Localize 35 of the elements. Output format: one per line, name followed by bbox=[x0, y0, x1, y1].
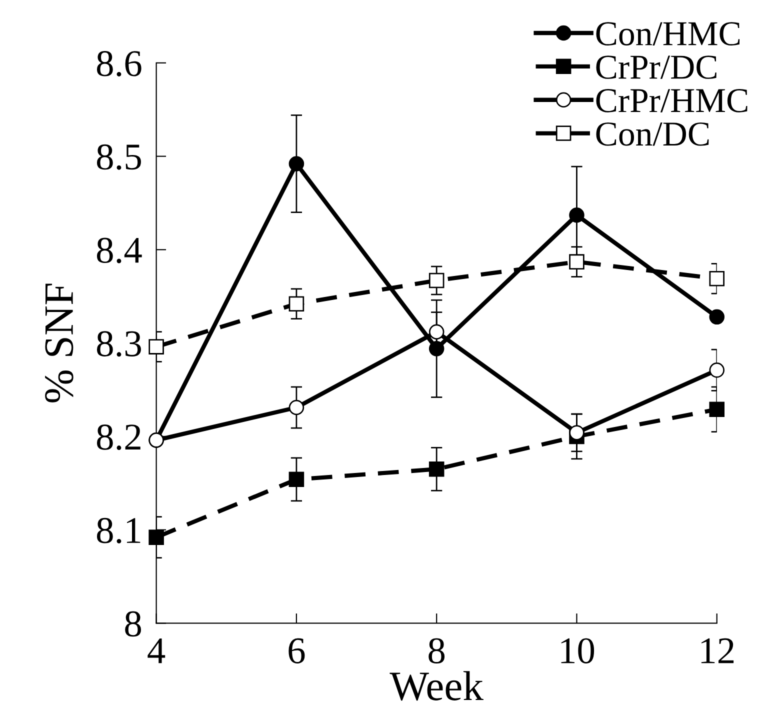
y-tick-label: 8.6 bbox=[96, 50, 142, 76]
x-axis-title: Week bbox=[390, 671, 484, 701]
point bbox=[709, 309, 725, 325]
point bbox=[288, 400, 304, 416]
point bbox=[709, 270, 725, 286]
legend-label: Con/DC bbox=[596, 122, 709, 146]
point bbox=[569, 425, 584, 440]
legend-label: Con/HMC bbox=[596, 22, 740, 46]
x-tick-label: 6 bbox=[288, 638, 305, 664]
point bbox=[428, 341, 444, 356]
point bbox=[709, 362, 725, 378]
y-axis-title: % SNF bbox=[45, 284, 74, 402]
point bbox=[148, 530, 164, 545]
legend-label: CrPr/HMC bbox=[596, 89, 748, 112]
y-tick-label: 8.1 bbox=[96, 518, 140, 544]
y-tick-label: 8.2 bbox=[96, 424, 140, 450]
x-tick-label: 12 bbox=[701, 638, 734, 664]
legend-label: CrPr/DC bbox=[596, 56, 716, 79]
point bbox=[428, 272, 444, 288]
y-tick-label: 8.5 bbox=[96, 144, 141, 170]
point bbox=[288, 296, 304, 312]
point bbox=[428, 461, 444, 477]
point bbox=[428, 324, 444, 340]
point bbox=[569, 207, 584, 223]
point bbox=[569, 254, 584, 270]
y-tick-label: 8.4 bbox=[96, 238, 142, 264]
point bbox=[148, 339, 164, 354]
x-tick-label: 10 bbox=[561, 638, 594, 664]
y-tick-label: 8.3 bbox=[96, 331, 141, 357]
point bbox=[288, 472, 304, 488]
x-tick-label: 8 bbox=[428, 638, 445, 664]
x-tick-label: 4 bbox=[148, 638, 166, 664]
y-tick-label: 8 bbox=[125, 611, 141, 637]
point bbox=[709, 402, 725, 418]
point bbox=[288, 156, 304, 172]
